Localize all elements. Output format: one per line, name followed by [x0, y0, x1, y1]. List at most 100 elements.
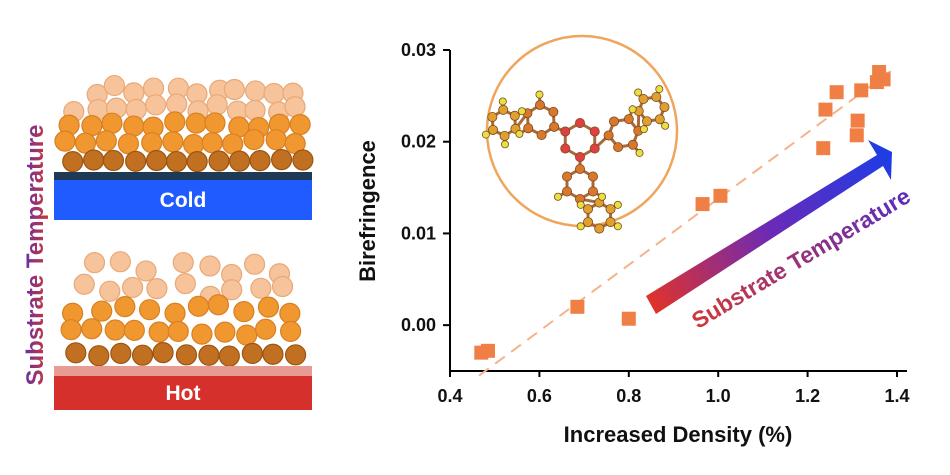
film-particle: [221, 279, 243, 301]
film-particle: [198, 344, 220, 366]
molecule-atom: [576, 222, 585, 231]
film-particle: [262, 343, 284, 365]
molecule-atom: [535, 100, 546, 111]
film-particle: [62, 151, 84, 173]
film-particle: [74, 132, 97, 154]
molecule-atom: [535, 90, 544, 99]
film-particle: [88, 345, 110, 367]
molecule-atom: [634, 88, 643, 97]
data-point: [621, 311, 636, 326]
molecule-atom: [589, 143, 600, 154]
chart-ticks: 0.4 0.6 0.8 1.0 1.2 1.4 0.00 0.01 0.02 0.03: [401, 40, 910, 406]
cold-label: Cold: [160, 189, 207, 212]
molecule-atom: [655, 85, 664, 94]
film-particle: [271, 275, 294, 298]
film-particle: [110, 342, 132, 364]
film-particle: [218, 345, 240, 367]
film-particle: [206, 94, 228, 116]
film-particle: [284, 344, 307, 366]
film-particle: [102, 149, 125, 172]
film-particle: [257, 296, 280, 318]
film-particle: [233, 301, 255, 323]
molecule-atom: [562, 171, 573, 182]
molecule-atom: [661, 121, 670, 130]
schematic-panel: Substrate Temperature Cold Hot: [22, 74, 314, 410]
film-particle: [146, 278, 168, 300]
film-particle: [292, 149, 314, 171]
film-particle: [162, 131, 184, 153]
film-particle: [185, 112, 207, 134]
film-particle: [204, 112, 226, 134]
film-particle: [175, 344, 198, 366]
film-particle: [270, 149, 293, 171]
molecule-atom: [605, 204, 616, 215]
film-particle: [289, 113, 311, 136]
data-point: [850, 113, 865, 128]
molecule-atom: [523, 123, 534, 134]
molecule-atom: [583, 204, 594, 215]
film-particle: [243, 253, 266, 275]
film-particle: [121, 276, 144, 299]
data-point: [570, 299, 585, 314]
film-particle: [83, 251, 106, 274]
molecule-atom: [553, 192, 562, 201]
film-particle: [164, 302, 186, 324]
film-particle: [191, 323, 213, 345]
film-particle: [95, 130, 117, 152]
chart-axes: [449, 50, 907, 372]
data-points: [474, 65, 891, 360]
molecule-atom: [562, 186, 573, 197]
molecule-atom: [598, 192, 607, 201]
molecule-atom: [575, 118, 586, 129]
molecule-atom: [548, 106, 559, 117]
molecule-atom: [501, 140, 510, 149]
film-particle: [135, 260, 157, 282]
molecule-atom: [659, 102, 670, 113]
molecule-atom: [654, 114, 665, 125]
hot-film-particles: [60, 251, 307, 367]
molecule-atom: [627, 139, 638, 150]
molecule-inset: [481, 34, 679, 234]
film-particle: [172, 251, 194, 274]
film-particle: [207, 294, 230, 316]
film-particle: [123, 115, 145, 137]
substrate-temperature-arrow: Substrate Temperature: [646, 140, 915, 334]
film-particle: [187, 295, 210, 317]
molecule-atom: [560, 126, 571, 137]
molecule-atom: [639, 125, 648, 134]
cold-substrate: [54, 180, 312, 220]
film-particle: [241, 342, 263, 365]
hot-label: Hot: [166, 382, 201, 405]
data-point: [829, 85, 844, 100]
film-particle: [99, 280, 121, 302]
film-particle: [201, 132, 223, 154]
molecule-atom: [498, 97, 507, 106]
film-particle: [60, 319, 82, 341]
film-particle: [284, 96, 306, 118]
film-particle: [101, 112, 123, 134]
molecule-atom: [583, 217, 594, 228]
film-particle: [250, 277, 272, 299]
x-tick-label: 1.0: [706, 386, 731, 406]
molecule-atom: [609, 116, 620, 127]
film-particle: [103, 74, 125, 97]
molecule-atom: [613, 222, 622, 231]
film-particle: [145, 149, 168, 172]
molecule-atom: [515, 129, 524, 138]
film-particle: [73, 273, 95, 295]
film-particle: [249, 150, 271, 172]
molecule-atom: [587, 186, 598, 197]
film-particle: [131, 344, 154, 366]
molecule-atom: [638, 94, 649, 105]
film-particle: [65, 342, 87, 364]
film-particle: [174, 272, 196, 295]
data-point: [480, 343, 495, 358]
y-tick-label: 0.03: [401, 40, 436, 60]
film-particle: [244, 80, 267, 102]
data-point: [713, 188, 728, 203]
hot-substrate-cap: [54, 366, 312, 376]
molecule-atom: [487, 111, 498, 122]
film-particle: [280, 320, 302, 342]
film-particle: [141, 132, 163, 154]
